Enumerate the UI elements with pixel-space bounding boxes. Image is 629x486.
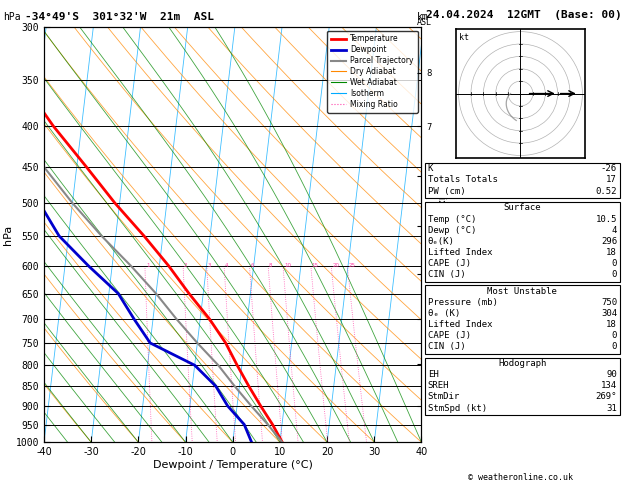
Text: Lifted Index: Lifted Index [428, 320, 493, 329]
Text: CAPE (J): CAPE (J) [428, 259, 470, 268]
Legend: Temperature, Dewpoint, Parcel Trajectory, Dry Adiabat, Wet Adiabat, Isotherm, Mi: Temperature, Dewpoint, Parcel Trajectory… [327, 31, 418, 113]
Y-axis label: Mixing Ratio (g/kg): Mixing Ratio (g/kg) [435, 189, 445, 280]
Text: 2: 2 [184, 263, 187, 268]
Text: StmSpd (kt): StmSpd (kt) [428, 403, 487, 413]
Text: 269°: 269° [596, 392, 617, 401]
Text: 0: 0 [611, 331, 617, 340]
Text: 296: 296 [601, 237, 617, 246]
Text: 20: 20 [332, 263, 339, 268]
Text: 6: 6 [250, 263, 254, 268]
Y-axis label: hPa: hPa [3, 225, 13, 244]
Text: 24.04.2024  12GMT  (Base: 00): 24.04.2024 12GMT (Base: 00) [426, 10, 622, 20]
Text: 17: 17 [606, 175, 617, 185]
Text: 18: 18 [606, 248, 617, 257]
Text: 15: 15 [312, 263, 319, 268]
Text: StmDir: StmDir [428, 392, 460, 401]
Text: 10.5: 10.5 [596, 214, 617, 224]
Text: CIN (J): CIN (J) [428, 270, 465, 279]
Text: 0.52: 0.52 [596, 187, 617, 195]
Text: 90: 90 [606, 370, 617, 379]
Text: SREH: SREH [428, 382, 449, 390]
Text: 0: 0 [611, 342, 617, 351]
Text: km: km [416, 12, 428, 22]
X-axis label: Dewpoint / Temperature (°C): Dewpoint / Temperature (°C) [153, 460, 313, 470]
Text: 0: 0 [611, 259, 617, 268]
Text: 4: 4 [225, 263, 228, 268]
Text: Surface: Surface [503, 204, 541, 212]
Text: 3: 3 [208, 263, 211, 268]
Text: PW (cm): PW (cm) [428, 187, 465, 195]
Text: Most Unstable: Most Unstable [487, 287, 557, 296]
Text: -26: -26 [601, 164, 617, 174]
Text: 1: 1 [146, 263, 149, 268]
Text: 8: 8 [269, 263, 272, 268]
Text: © weatheronline.co.uk: © weatheronline.co.uk [469, 473, 573, 482]
Text: ASL: ASL [416, 18, 431, 28]
Text: CAPE (J): CAPE (J) [428, 331, 470, 340]
Text: CIN (J): CIN (J) [428, 342, 465, 351]
Text: 31: 31 [606, 403, 617, 413]
Text: Dewp (°C): Dewp (°C) [428, 226, 476, 235]
Text: 134: 134 [601, 382, 617, 390]
Text: 0: 0 [611, 270, 617, 279]
Text: Temp (°C): Temp (°C) [428, 214, 476, 224]
Text: 18: 18 [606, 320, 617, 329]
Text: EH: EH [428, 370, 438, 379]
Text: θₑ (K): θₑ (K) [428, 309, 460, 318]
Text: 10: 10 [284, 263, 291, 268]
Text: 4: 4 [611, 226, 617, 235]
Text: 750: 750 [601, 298, 617, 307]
Text: θₑ(K): θₑ(K) [428, 237, 455, 246]
Text: -34°49'S  301°32'W  21m  ASL: -34°49'S 301°32'W 21m ASL [25, 12, 214, 22]
Text: 304: 304 [601, 309, 617, 318]
Text: Totals Totals: Totals Totals [428, 175, 498, 185]
Text: LCL: LCL [425, 401, 440, 410]
Text: Hodograph: Hodograph [498, 359, 546, 368]
Text: Lifted Index: Lifted Index [428, 248, 493, 257]
Text: kt: kt [459, 33, 469, 42]
Text: K: K [428, 164, 433, 174]
Text: Pressure (mb): Pressure (mb) [428, 298, 498, 307]
Text: hPa: hPa [3, 12, 21, 22]
Text: 25: 25 [348, 263, 355, 268]
